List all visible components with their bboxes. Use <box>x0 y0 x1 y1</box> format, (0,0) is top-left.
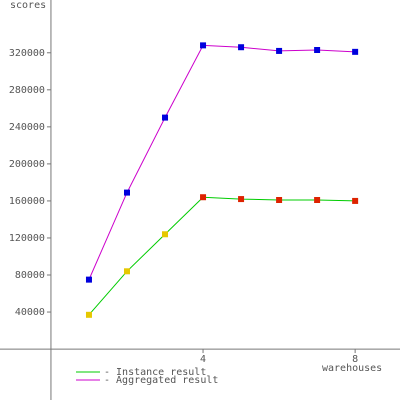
y-tick-label: 200000 <box>9 159 45 170</box>
point <box>162 114 169 121</box>
point <box>85 276 92 283</box>
point <box>314 47 321 53</box>
x-tick-label: 8 <box>352 354 358 365</box>
point <box>200 194 207 201</box>
y-tick-label: 120000 <box>9 233 45 244</box>
point <box>276 197 283 203</box>
point <box>352 48 359 55</box>
point <box>162 231 169 238</box>
series-line <box>88 196 356 316</box>
y-tick-label: 40000 <box>15 307 45 318</box>
y-tick-label: 160000 <box>9 196 45 207</box>
point <box>200 42 207 49</box>
legend-label: - Instance result <box>104 367 206 378</box>
legend-label: - Aggregated result <box>104 375 218 386</box>
point <box>238 196 245 203</box>
y-tick-label: 240000 <box>9 122 45 133</box>
point <box>123 189 130 196</box>
series-line <box>88 44 356 280</box>
point <box>123 268 130 275</box>
y-tick-label: 280000 <box>9 85 45 96</box>
y-tick-label: 80000 <box>15 270 45 281</box>
point <box>276 47 283 54</box>
x-tick-label: 4 <box>200 354 206 365</box>
point <box>314 197 321 203</box>
point <box>85 311 92 318</box>
point <box>238 44 245 51</box>
x-axis-label: warehouses <box>322 363 382 374</box>
y-tick-label: 320000 <box>9 48 45 59</box>
y-axis-label: scores <box>10 0 46 11</box>
point <box>352 197 359 204</box>
